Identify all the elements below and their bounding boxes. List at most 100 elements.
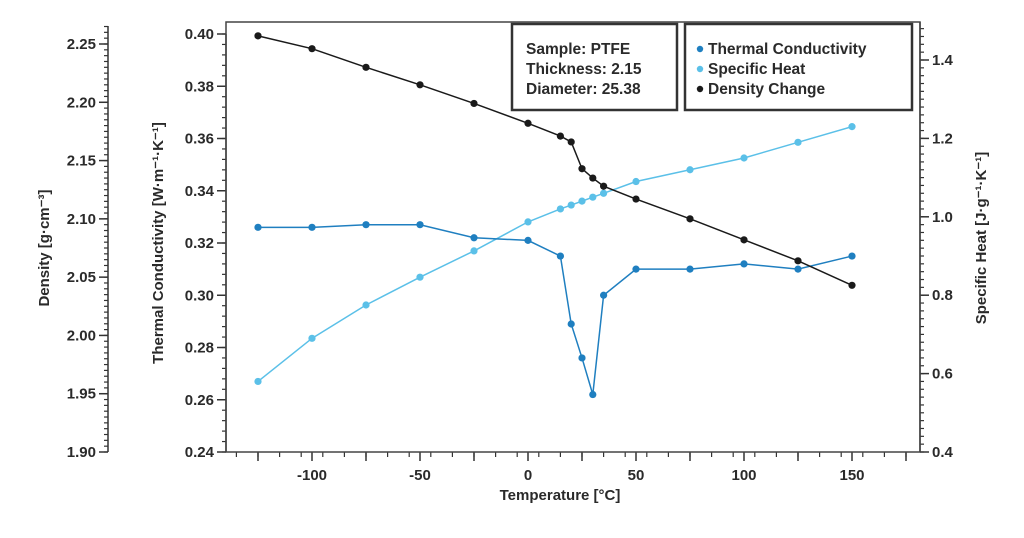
density-change-point (308, 45, 316, 53)
specific-heat-point (578, 197, 586, 205)
density-change-point (632, 195, 640, 203)
legend-label-thermal-conductivity: Thermal Conductivity (708, 41, 867, 58)
x-axis: -100 -50 0 50 100 150 (235, 452, 907, 484)
specific_heat-tick-label: 0.4 (932, 444, 954, 461)
thermal-conductivity-point (794, 265, 802, 273)
specific-heat-point (254, 377, 262, 386)
specific_heat-tick-label: 1.2 (932, 130, 953, 147)
conductivity-tick-label: 0.36 (185, 131, 214, 148)
density-tick-label: 2.10 (67, 211, 96, 228)
specific-heat-axis: 0.4 0.6 0.8 1.0 1.2 1.4 (919, 22, 954, 461)
info-sample: Sample: PTFE (526, 41, 630, 58)
density-tick-label: 1.90 (67, 444, 96, 461)
conductivity-tick-label: 0.28 (185, 340, 214, 357)
specific-heat-point (362, 301, 370, 309)
legend-marker-specific-heat (696, 65, 704, 73)
x-tick-label: 0 (524, 467, 532, 484)
legend-marker-density-change (696, 85, 704, 93)
density-axis: 1.90 1.95 2.00 2.05 2.10 2.15 2.20 2.25 (67, 25, 109, 461)
thermal-conductivity-point (600, 291, 608, 299)
specific-heat-point (308, 334, 316, 342)
density-change-point (524, 119, 532, 127)
thermal-conductivity-point (578, 354, 586, 362)
thermal-conductivity-point (308, 223, 316, 231)
density-change-point (578, 165, 586, 173)
specific-heat-axis-title: Specific Heat [J·g⁻¹·K⁻¹] (973, 152, 990, 325)
thermal-conductivity-point (524, 236, 532, 244)
density-change-point (600, 182, 608, 190)
x-tick-label: 50 (628, 467, 645, 484)
thermal-conductivity-point (254, 223, 262, 231)
thermal-conductivity-point (848, 252, 856, 260)
x-tick-label: -100 (297, 467, 327, 484)
x-tick-label: -50 (409, 467, 431, 484)
conductivity-tick-label: 0.26 (185, 392, 214, 409)
x-axis-title: Temperature [°C] (500, 487, 621, 504)
conductivity-tick-label: 0.32 (185, 235, 214, 252)
thermal-conductivity-line (258, 223, 853, 395)
density-change-point (794, 257, 802, 265)
density-axis-title: Density [g·cm⁻³] (36, 189, 53, 306)
info-diameter: Diameter: 25.38 (526, 81, 641, 98)
density-change-point (362, 63, 370, 71)
specific-heat-point (740, 154, 748, 162)
density-change-point (556, 132, 565, 140)
legend-marker-thermal-conductivity (696, 45, 704, 53)
thermal-conductivity-point (362, 221, 370, 229)
density-change-point (686, 215, 694, 223)
specific-heat-point (567, 201, 575, 209)
thermal-conductivity-point (589, 390, 597, 399)
thermal-conductivity-point (686, 265, 694, 273)
specific-heat-point (470, 247, 478, 255)
specific-heat-point (794, 138, 802, 146)
density-change-point (470, 99, 478, 108)
thermal-conductivity-point (567, 320, 575, 328)
specific_heat-tick-label: 1.4 (932, 52, 954, 69)
specific-heat-line (257, 125, 853, 383)
conductivity-tick-label: 0.40 (185, 26, 214, 43)
legend-label-density-change: Density Change (708, 81, 826, 98)
specific_heat-tick-label: 0.8 (932, 287, 953, 304)
density-change-line (257, 35, 853, 286)
x-tick-label: 150 (839, 467, 864, 484)
legend: Thermal Conductivity Specific Heat Densi… (683, 22, 914, 112)
thermal-conductivity-point (416, 221, 424, 229)
x-tick-label: 100 (731, 467, 756, 484)
series-layer (254, 32, 856, 399)
specific-heat-point (848, 123, 856, 131)
thermal-conductivity-point (556, 252, 565, 260)
specific-heat-point (556, 205, 565, 213)
density-tick-label: 2.00 (67, 327, 96, 344)
conductivity-tick-label: 0.34 (185, 183, 215, 200)
conductivity-tick-label: 0.38 (185, 78, 214, 95)
specific-heat-point (524, 218, 532, 226)
thermal-conductivity-point (740, 260, 748, 268)
density-change-point (848, 281, 856, 289)
thermal-conductivity-point (632, 265, 640, 273)
density-change-point (589, 174, 597, 182)
conductivity-tick-label: 0.24 (185, 444, 215, 461)
density-tick-label: 2.25 (67, 36, 96, 53)
density-tick-label: 2.15 (67, 153, 96, 170)
thermal-conductivity-point (470, 234, 478, 242)
specific-heat-point (589, 193, 597, 201)
density-tick-label: 2.05 (67, 269, 96, 286)
density-change-point (254, 32, 262, 40)
density-tick-label: 1.95 (67, 386, 96, 403)
legend-label-specific-heat: Specific Heat (708, 61, 805, 78)
specific-heat-point (600, 189, 608, 197)
density-change-point (567, 138, 575, 146)
specific-heat-point (416, 273, 424, 281)
density-tick-label: 2.20 (67, 94, 96, 111)
density-change-point (740, 236, 748, 244)
conductivity-tick-label: 0.30 (185, 287, 214, 304)
density-change-point (416, 81, 424, 89)
plot-frame (225, 21, 921, 453)
specific_heat-tick-label: 1.0 (932, 209, 953, 226)
info-thickness: Thickness: 2.15 (526, 61, 642, 78)
specific_heat-tick-label: 0.6 (932, 366, 953, 383)
specific-heat-point (632, 177, 640, 186)
conductivity-axis-title: Thermal Conductivity [W·m⁻¹·K⁻¹] (150, 122, 167, 364)
specific-heat-point (686, 166, 694, 174)
